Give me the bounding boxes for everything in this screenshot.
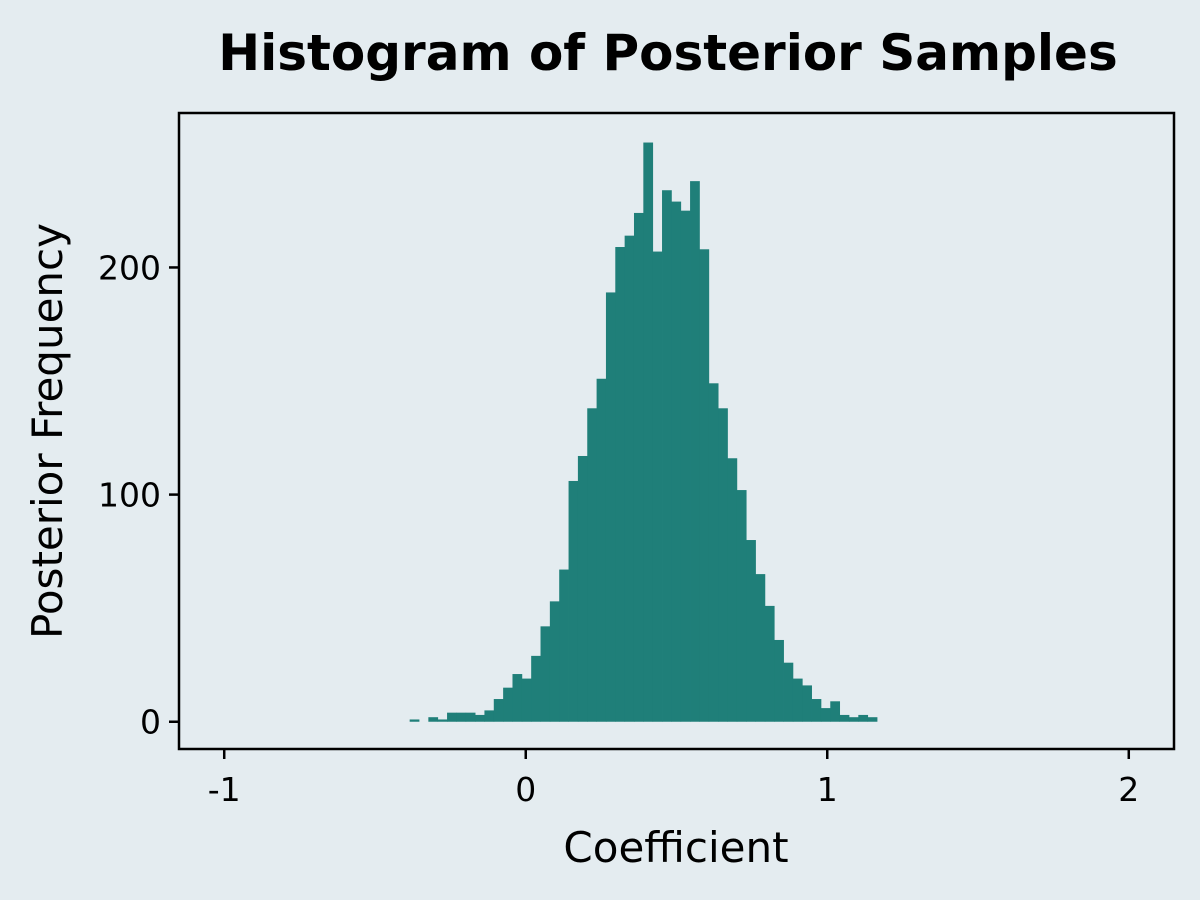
histogram-bar bbox=[830, 701, 841, 722]
histogram-bar bbox=[811, 699, 822, 722]
histogram-bar bbox=[662, 190, 672, 722]
histogram-bar bbox=[409, 719, 420, 722]
histogram-bar bbox=[633, 212, 644, 722]
histogram-bar bbox=[867, 717, 878, 722]
histogram-bar bbox=[858, 714, 869, 722]
y-tick-label: 200 bbox=[98, 248, 161, 287]
plot-frame bbox=[177, 111, 1176, 751]
histogram-bar bbox=[680, 210, 691, 722]
histogram-bar bbox=[521, 678, 532, 722]
histogram-bar bbox=[643, 142, 654, 722]
histogram-bar bbox=[568, 480, 579, 722]
histogram-bar bbox=[540, 626, 551, 722]
histogram-bar bbox=[605, 292, 616, 722]
histogram-bar bbox=[755, 574, 766, 722]
histogram-bar bbox=[596, 378, 607, 722]
histogram-bar bbox=[690, 181, 700, 722]
y-axis-label: Posterior Frequency bbox=[23, 223, 72, 639]
histogram-bar bbox=[549, 601, 560, 722]
y-tick-label: 100 bbox=[98, 476, 161, 515]
x-tick-label: 2 bbox=[1118, 770, 1139, 809]
histogram-bar bbox=[718, 408, 728, 722]
chart-title: Histogram of Posterior Samples bbox=[218, 24, 1117, 82]
histogram-bar bbox=[671, 201, 682, 722]
histogram-bar bbox=[587, 408, 597, 722]
histogram-bar bbox=[727, 458, 738, 722]
histogram-bar bbox=[792, 678, 803, 722]
histogram-bar bbox=[465, 712, 476, 722]
histogram-bar bbox=[531, 655, 541, 722]
histogram-bar bbox=[746, 540, 756, 722]
histogram-bar bbox=[577, 455, 588, 722]
y-axis-ticks: 0 100 200 bbox=[98, 248, 179, 742]
histogram-bar bbox=[428, 717, 439, 722]
histogram-bar bbox=[493, 699, 504, 722]
histogram-bar bbox=[839, 714, 850, 722]
x-tick-label: 1 bbox=[817, 770, 838, 809]
histogram-bar bbox=[512, 674, 523, 722]
x-tick-label: -1 bbox=[208, 770, 241, 809]
histogram-bars bbox=[409, 142, 878, 722]
histogram-bar bbox=[437, 719, 448, 722]
histogram-bar bbox=[475, 714, 485, 722]
histogram-bar bbox=[736, 490, 747, 722]
histogram-bar bbox=[708, 383, 719, 722]
x-axis-label: Coefficient bbox=[563, 823, 788, 872]
histogram-bar bbox=[652, 251, 663, 722]
histogram-bar bbox=[774, 639, 784, 722]
histogram-bar bbox=[456, 712, 467, 722]
histogram-bar bbox=[820, 708, 831, 722]
histogram-bar bbox=[447, 712, 457, 722]
histogram-bar bbox=[484, 710, 495, 722]
histogram-bar bbox=[848, 717, 859, 722]
histogram-bar bbox=[559, 569, 569, 722]
histogram-bar bbox=[783, 662, 794, 722]
y-tick-label: 0 bbox=[140, 703, 161, 742]
histogram-bar bbox=[624, 235, 635, 722]
histogram-bar bbox=[764, 605, 775, 722]
x-tick-label: 0 bbox=[515, 770, 536, 809]
histogram-bar bbox=[699, 249, 710, 722]
histogram-bar bbox=[802, 685, 812, 722]
histogram-bar bbox=[615, 247, 626, 722]
histogram-bar bbox=[503, 687, 513, 722]
x-axis-ticks: -1 0 1 2 bbox=[208, 749, 1139, 809]
